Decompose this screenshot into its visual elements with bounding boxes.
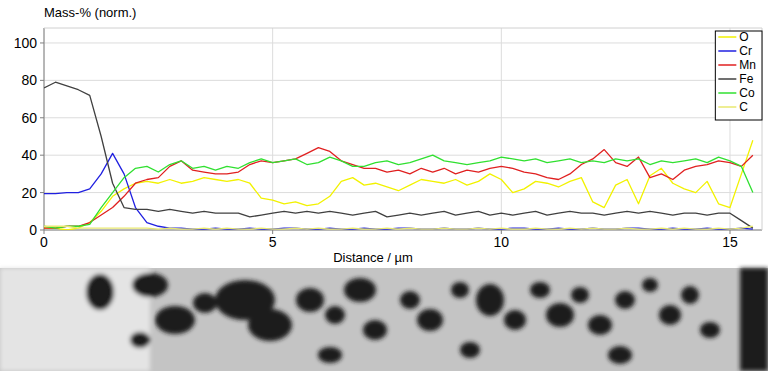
x-axis-title: Distance / µm	[333, 250, 413, 265]
tick-label: 0	[29, 222, 37, 238]
series-line	[44, 155, 753, 228]
grid-line	[501, 28, 502, 230]
grid-line	[44, 80, 762, 81]
legend-label: O	[739, 30, 748, 44]
legend-label: Mn	[739, 58, 756, 72]
tick-label: 0	[40, 234, 48, 250]
grid-line	[44, 42, 762, 43]
series-line	[44, 82, 753, 228]
legend-label: Fe	[739, 72, 753, 86]
legend: OCrMnFeCoC	[715, 30, 762, 120]
tick-label: 40	[21, 147, 37, 163]
tick-label: 15	[722, 234, 738, 250]
legend-swatch	[718, 106, 736, 108]
legend-swatch	[718, 92, 736, 94]
legend-box	[715, 31, 762, 120]
background	[0, 0, 768, 371]
tick	[40, 117, 44, 118]
grid-line	[44, 28, 45, 230]
y-axis	[44, 28, 45, 230]
series-line	[44, 148, 753, 228]
tick-label: 10	[494, 234, 510, 250]
plot-edge	[44, 28, 762, 29]
grid-line	[44, 117, 762, 118]
legend-swatch	[718, 50, 736, 52]
tick	[40, 155, 44, 156]
legend-swatch	[718, 78, 736, 80]
plot-area	[44, 82, 753, 230]
sem-features	[0, 268, 768, 371]
legend-swatch	[718, 36, 736, 38]
series-line	[44, 226, 753, 229]
tick-label: 60	[21, 110, 37, 126]
y-axis-title: Mass-% (norm.)	[44, 5, 136, 20]
series-line	[44, 140, 753, 230]
grid-line	[44, 155, 762, 156]
sem-image	[0, 268, 768, 371]
chart: 0 20 40 60 80 100 0 5 10 15 Distance / µm Mass-% (n…	[0, 0, 768, 371]
legend-label: Cr	[739, 44, 752, 58]
grid-line	[44, 192, 762, 193]
series-line	[44, 153, 753, 229]
tick-label: 20	[21, 185, 37, 201]
tick	[40, 42, 44, 43]
legend-label: Co	[739, 86, 755, 100]
sem-background	[0, 268, 768, 371]
legend-label: C	[739, 100, 748, 114]
legend-swatch	[718, 64, 736, 66]
tick	[40, 230, 44, 231]
tick-label: 100	[14, 35, 38, 51]
tick-label: 5	[269, 234, 277, 250]
tick-label: 80	[21, 72, 37, 88]
tick	[40, 80, 44, 81]
tick	[40, 192, 44, 193]
